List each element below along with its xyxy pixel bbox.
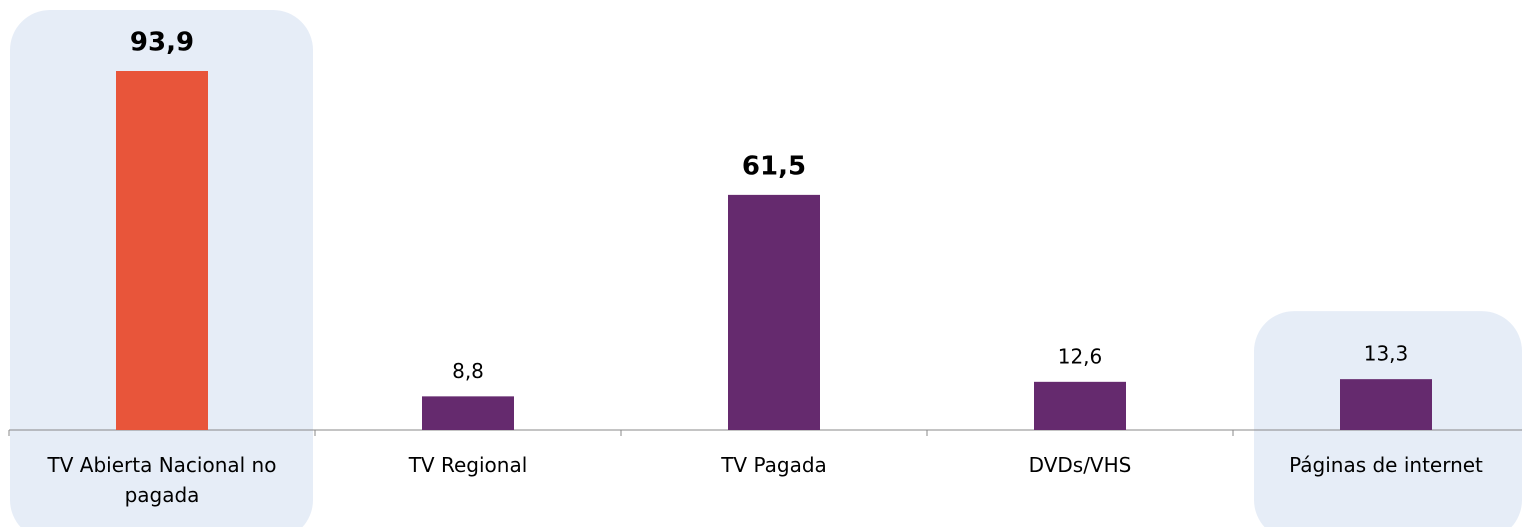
value-label: 12,6 <box>1058 344 1103 368</box>
value-label: 13,3 <box>1364 342 1409 366</box>
x-tick-label: TV Regional <box>408 453 528 477</box>
bar <box>422 396 514 430</box>
x-tick-label: Páginas de internet <box>1289 453 1483 477</box>
value-label: 61,5 <box>742 151 806 181</box>
bar <box>116 71 208 430</box>
x-tick-label: DVDs/VHS <box>1028 453 1132 477</box>
bar <box>728 194 820 430</box>
bar <box>1034 381 1126 430</box>
value-label: 93,9 <box>130 28 194 58</box>
x-tick-label: TV Abierta Nacional no pagada <box>47 453 277 507</box>
value-label: 8,8 <box>452 359 484 383</box>
bar <box>1340 379 1432 430</box>
x-tick-label: TV Pagada <box>721 453 827 477</box>
